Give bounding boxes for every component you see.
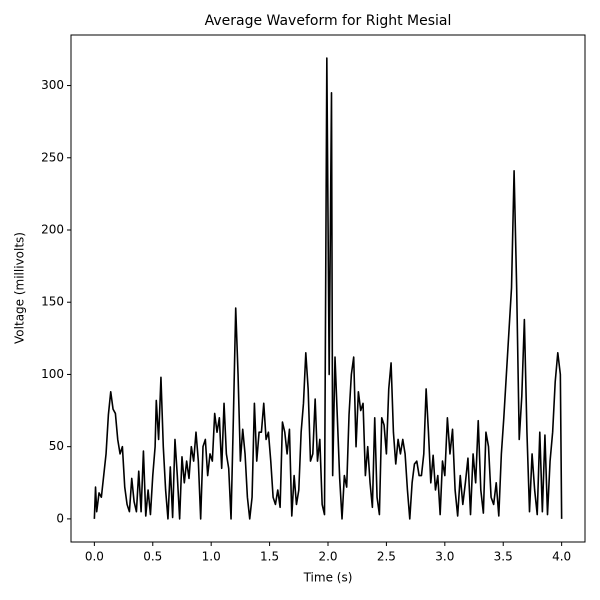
x-tick-label: 0.0 <box>85 550 104 564</box>
plot-frame <box>70 34 586 543</box>
x-tick-label: 3.0 <box>435 550 454 564</box>
x-tick-label: 4.0 <box>552 550 571 564</box>
x-tick-label: 3.5 <box>494 550 513 564</box>
y-axis-label: Voltage (millivolts) <box>13 232 27 344</box>
y-tick-label: 200 <box>41 223 64 237</box>
y-tick-label: 150 <box>41 295 64 309</box>
y-tick-label: 50 <box>49 439 64 453</box>
y-tick-label: 300 <box>41 78 64 92</box>
y-tick-label: 100 <box>41 367 64 381</box>
x-tick-label: 0.5 <box>143 550 162 564</box>
x-tick-label: 2.0 <box>318 550 337 564</box>
data-line <box>93 57 563 520</box>
y-tick-label: 250 <box>41 150 64 164</box>
x-tick-label: 2.5 <box>377 550 396 564</box>
chart-title: Average Waveform for Right Mesial <box>205 13 452 29</box>
y-tick-label: 0 <box>56 511 64 525</box>
x-axis-label: Time (s) <box>303 571 353 585</box>
x-tick-label: 1.5 <box>260 550 279 564</box>
x-tick-label: 1.0 <box>202 550 221 564</box>
